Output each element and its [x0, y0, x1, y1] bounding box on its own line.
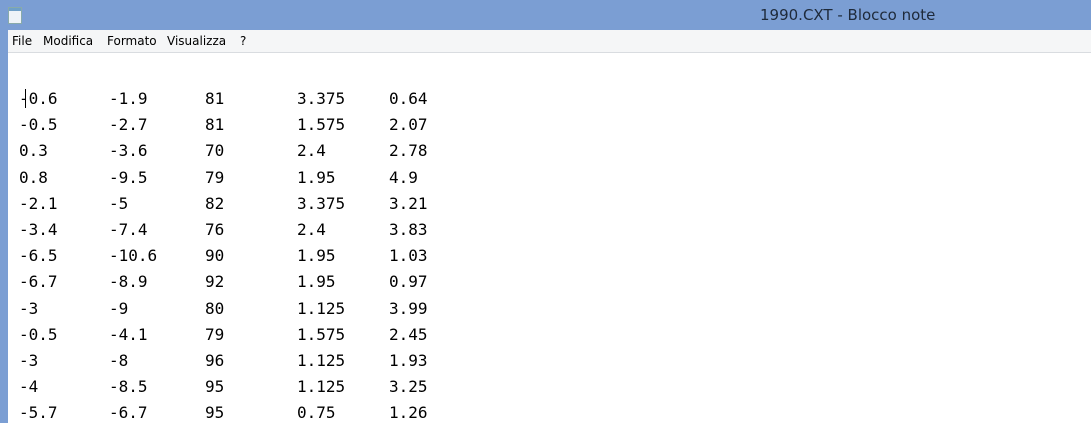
text-cell: 0.64 [389, 89, 428, 108]
text-cell: 1.93 [389, 351, 428, 370]
text-cell: 79 [205, 167, 225, 187]
text-cell: 80 [205, 298, 225, 318]
text-cell: 3.21 [389, 193, 428, 213]
text-cell: 0.8 [19, 167, 48, 187]
menu-item[interactable]: File [12, 34, 33, 48]
text-cell: -6.5 [19, 246, 58, 266]
text-cell: 1.95 [297, 246, 336, 266]
text-line: -0.6 -1.9 81 3.375 0.64 [8, 89, 1091, 115]
text-cell: 95 [205, 403, 225, 423]
text-cell: -6.7 [109, 403, 148, 423]
text-cell: 2.07 [389, 115, 428, 135]
text-cell: -5 [109, 193, 129, 213]
text-cell: -0.5 [19, 324, 58, 344]
text-cell: 3.375 [297, 193, 346, 213]
text-cell: -4 [19, 377, 39, 397]
text-line: -0.5 -4.1 79 1.575 2.45 [8, 325, 1091, 351]
text-cell: 1.125 [297, 351, 346, 370]
text-cell: -3.4 [19, 220, 58, 239]
text-cell: 1.95 [297, 167, 336, 187]
menu-item[interactable]: Modifica [43, 34, 94, 48]
text-cell: -9.5 [109, 167, 148, 187]
text-cell: -4.1 [109, 324, 148, 344]
window-frame [0, 30, 8, 423]
text-cell: -9 [109, 298, 129, 318]
text-cell: -6.7 [19, 272, 58, 292]
text-cell: 81 [205, 115, 225, 135]
text-cell: 1.575 [297, 324, 346, 344]
text-cell: -3 [19, 351, 39, 370]
text-cell: -1.9 [109, 89, 148, 108]
menu-bar: File Modifica Formato Visualizza? [8, 30, 1091, 53]
text-cell: 4.9 [389, 167, 418, 187]
text-cell: -2.1 [19, 193, 58, 213]
text-line: 0.8 -9.5 79 1.95 4.9 [8, 168, 1091, 194]
text-cell: 1.125 [297, 377, 346, 397]
text-cell: 79 [205, 324, 225, 344]
text-cell: 1.125 [297, 298, 346, 318]
text-cell: 2.4 [297, 141, 326, 161]
menu-item[interactable]: Formato [107, 34, 157, 48]
text-cell: 96 [205, 351, 225, 370]
text-cell: 3.83 [389, 220, 428, 239]
text-line: -4 -8.5 95 1.125 3.25 [8, 377, 1091, 403]
text-cell: -0.6 [19, 89, 58, 108]
text-cell: 92 [205, 272, 225, 292]
text-cell: 3.25 [389, 377, 428, 397]
text-cell: 82 [205, 193, 225, 213]
app-icon [8, 7, 22, 24]
menu-item[interactable]: ? [240, 34, 247, 48]
text-cell: 90 [205, 246, 225, 266]
text-cell: 0.75 [297, 403, 336, 423]
text-cell: -8.9 [109, 272, 148, 292]
text-line: -3 -8 96 1.125 1.93 [8, 351, 1091, 377]
window-title: 1990.CXT - Blocco note [760, 6, 936, 24]
text-cell: -2.7 [109, 115, 148, 135]
text-cell: -8 [109, 351, 129, 370]
text-line: -5.7 -6.7 95 0.75 1.26 [8, 403, 1091, 429]
text-line: 0.3 -3.6 70 2.4 2.78 [8, 141, 1091, 167]
caret [25, 89, 26, 108]
text-cell: -3.6 [109, 141, 148, 161]
text-line: -0.5 -2.7 81 1.575 2.07 [8, 115, 1091, 141]
text-cell: -0.5 [19, 115, 58, 135]
text-line: -6.5 -10.6 90 1.95 1.03 [8, 246, 1091, 272]
text-line: -3 -9 80 1.125 3.99 [8, 299, 1091, 325]
text-cell: 95 [205, 377, 225, 397]
text-line: -3.4 -7.4 76 2.4 3.83 [8, 220, 1091, 246]
text-cell: 0.3 [19, 141, 48, 161]
text-cell: 81 [205, 89, 225, 108]
text-cell: -10.6 [109, 246, 158, 266]
text-cell: 1.575 [297, 115, 346, 135]
text-line: -6.7 -8.9 92 1.95 0.97 [8, 272, 1091, 298]
text-cell: 76 [205, 220, 225, 239]
text-cell: 2.78 [389, 141, 428, 161]
text-cell: 1.26 [389, 403, 428, 423]
text-area[interactable]: -0.6 -1.9 81 3.375 0.64 -0.5 -2.7 81 1.575 2.07 0.… [8, 53, 1091, 423]
text-cell: -3 [19, 298, 39, 318]
menu-item[interactable]: Visualizza [167, 34, 227, 48]
text-cell: 3.99 [389, 298, 428, 318]
text-cell: -5.7 [19, 403, 58, 423]
title-bar: 1990.CXT - Blocco note [0, 0, 1091, 30]
text-cell: -7.4 [109, 220, 148, 239]
text-cell: 2.4 [297, 220, 326, 239]
text-cell: 1.95 [297, 272, 336, 292]
text-line: -2.1 -5 82 3.375 3.21 [8, 194, 1091, 220]
text-cell: 3.375 [297, 89, 346, 108]
text-cell: 70 [205, 141, 225, 161]
text-cell: 0.97 [389, 272, 428, 292]
text-cell: 2.45 [389, 324, 428, 344]
text-cell: 1.03 [389, 246, 428, 266]
text-cell: -8.5 [109, 377, 148, 397]
